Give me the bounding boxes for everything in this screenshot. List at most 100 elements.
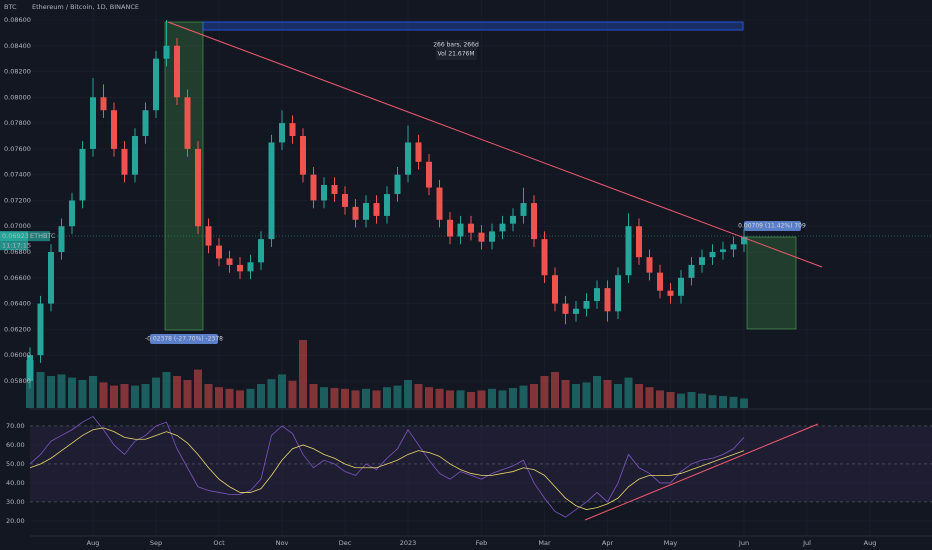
countdown-bg: [0, 241, 28, 251]
candle-body: [426, 161, 432, 188]
candle-body: [636, 226, 642, 258]
volume-bar: [36, 372, 45, 408]
x-tick-label: May: [664, 539, 678, 547]
volume-bar: [341, 388, 349, 408]
candle-body: [646, 257, 653, 273]
volume-bar: [47, 376, 55, 408]
annotation: Vol 21.676M: [437, 51, 474, 58]
x-tick-label: Sep: [150, 539, 162, 547]
candle-body: [100, 97, 107, 111]
y-tick-label: 0.06400: [4, 300, 31, 308]
candle-body: [699, 257, 705, 265]
volume-bar: [446, 390, 454, 408]
volume-bar: [267, 379, 276, 408]
volume-bar: [278, 374, 286, 408]
volume-bar: [551, 372, 559, 408]
trend-line: [167, 21, 823, 268]
volume-bar: [687, 392, 696, 408]
candle-body: [457, 223, 464, 237]
volume-bar: [162, 372, 171, 408]
y-tick-label: 0.06800: [4, 248, 31, 256]
candle-body: [562, 303, 569, 314]
candle-body: [226, 258, 233, 265]
rsi-tick-label: 30.00: [6, 498, 25, 506]
axes: 0.08600 0.08400 0.08200 0.08000 0.07800 0.076…: [4, 16, 876, 547]
candle-body: [268, 142, 275, 240]
candle-body: [205, 226, 212, 246]
volume-bar: [582, 382, 591, 408]
volume-bar: [152, 377, 160, 408]
annotation-box: [150, 334, 218, 344]
volume-bar: [729, 396, 738, 408]
candle-body: [468, 223, 474, 233]
y-tick-label: 0.07200: [4, 196, 31, 204]
trend-line: [584, 423, 819, 521]
candle-body: [37, 303, 44, 356]
rsi-tick-label: 60.00: [6, 441, 25, 449]
grid: [30, 0, 932, 536]
rsi-ma-line: [29, 427, 745, 510]
candle-body: [247, 262, 254, 272]
candle-body: [90, 97, 96, 149]
volume-bar: [477, 390, 486, 408]
volume-bar: [425, 387, 433, 408]
rsi-band: [30, 426, 932, 502]
candle-body: [594, 288, 600, 302]
symbol-title: Ethereum / Bitcoin, 1D, BINANCE: [32, 3, 139, 11]
candle-body: [489, 231, 495, 242]
candle-body: [552, 275, 558, 304]
candle-body: [520, 203, 527, 216]
rsi-tick-label: 70.00: [6, 422, 25, 430]
candle-body: [541, 239, 548, 276]
annotation-box: [436, 40, 477, 60]
volume-bar: [519, 385, 528, 408]
candle-body: [657, 272, 663, 291]
volume-bar: [99, 382, 108, 408]
rsi-tick-label: 40.00: [6, 479, 25, 487]
y-tick-label: 0.07400: [4, 171, 31, 179]
y-tick-label: 0.07800: [4, 119, 31, 127]
y-tick-label: 0.07600: [4, 145, 31, 153]
volume-bar: [362, 388, 370, 408]
volume-bar: [435, 388, 444, 408]
volume-bar: [288, 380, 297, 408]
volume-bar: [677, 393, 685, 408]
rsi-tick-label: 50.00: [6, 460, 25, 468]
candle-body: [58, 226, 65, 253]
volume-bar: [225, 388, 234, 408]
x-tick-label: Jun: [738, 539, 749, 547]
annotation: 0.00709 (11.42%) 709: [738, 223, 806, 230]
candle-body: [279, 123, 285, 143]
range-box: [746, 236, 797, 330]
x-tick-label: 2023: [400, 539, 417, 547]
x-tick-label: Apr: [602, 539, 614, 547]
candle-body: [499, 223, 506, 232]
x-tick-label: Oct: [213, 539, 225, 547]
annotation: 266 bars, 266d: [433, 42, 479, 49]
x-tick-label: Mar: [538, 539, 551, 547]
candle-body: [132, 136, 138, 175]
annotation: -0.02378 (-27.70%) -2378: [145, 336, 223, 343]
volume-bar: [320, 387, 328, 408]
candle-body: [352, 206, 359, 220]
volume-bar: [204, 384, 213, 408]
candle-body: [615, 275, 621, 312]
volume-bar: [740, 398, 748, 408]
candle-body: [531, 203, 537, 240]
currency: BTC: [4, 3, 17, 11]
candle-body: [625, 226, 632, 276]
volume-bar: [194, 369, 202, 408]
volume-bar: [89, 376, 97, 408]
candle-body: [510, 215, 516, 224]
candle-body: [237, 264, 243, 272]
candle-body: [27, 355, 33, 381]
last-price-tag: 0.06923 ETHBTC 11:17:15: [0, 231, 56, 251]
volume-bar: [645, 387, 654, 408]
volume-bar: [372, 390, 381, 408]
volume-bar: [330, 388, 339, 408]
candle-body: [174, 45, 180, 98]
candle-body: [720, 249, 726, 253]
candle-body: [69, 200, 75, 227]
volume-bar: [236, 390, 244, 408]
volume-bar: [456, 390, 465, 408]
